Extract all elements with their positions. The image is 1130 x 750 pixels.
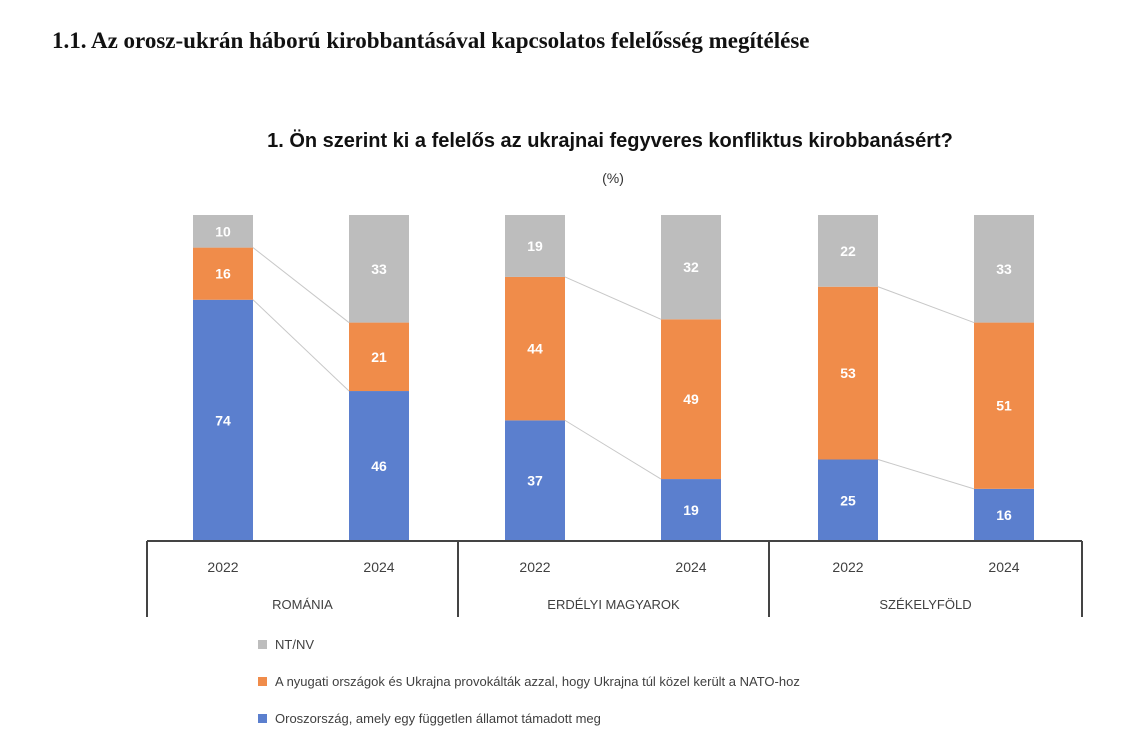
bar-segment [349,322,409,392]
bar-segment [505,276,565,421]
stacked-bar-chart: 74 16 10 46 21 33 37 44 19 19 49 32 25 53 22 16 51 33 2022… [146,215,1083,617]
chart-legend: NT/NV A nyugati országok és Ukrajna prov… [258,634,800,745]
section-heading: 1.1. Az orosz-ukrán háború kirobbantásáv… [52,28,810,53]
data-label: 33 [996,261,1012,277]
series-line [564,276,662,320]
series-line [252,299,350,392]
data-label: 16 [996,507,1012,523]
bar-segment [818,286,878,460]
series-line [877,459,975,490]
data-label: 22 [840,243,856,259]
legend-item: A nyugati országok és Ukrajna provokáltá… [258,671,800,691]
group-label: ERDÉLYI MAGYAROK [547,597,680,612]
x-tick-label: 2024 [675,559,706,575]
data-label: 25 [840,492,856,508]
data-label: 51 [996,398,1012,414]
data-label: 44 [527,341,543,357]
bar-segment [974,215,1034,323]
data-label: 33 [371,261,387,277]
bar-segment [974,322,1034,489]
legend-swatch [258,713,267,723]
group-label: SZÉKELYFÖLD [879,597,971,612]
bar-segment [505,215,565,277]
legend-item: Oroszország, amely egy független államot… [258,708,800,728]
data-label: 46 [371,458,387,474]
data-label: 74 [215,412,231,428]
chart-title: 1. Ön szerint ki a felelős az ukrajnai f… [267,130,953,152]
legend-label: NT/NV [275,636,314,652]
x-tick-label: 2024 [988,559,1019,575]
legend-label: Oroszország, amely egy független államot… [275,710,601,726]
bar-segment [193,215,253,248]
x-tick-label: 2022 [519,559,550,575]
data-label: 16 [215,266,231,282]
bar-segment [661,215,721,320]
data-label: 21 [371,349,387,365]
data-label: 32 [683,259,699,275]
bar-segment [505,420,565,541]
x-tick-label: 2024 [363,559,394,575]
data-label: 37 [527,473,543,489]
data-label: 19 [683,502,699,518]
x-tick-label: 2022 [832,559,863,575]
bar-segment [661,319,721,480]
legend-label: A nyugati országok és Ukrajna provokáltá… [275,673,800,689]
chart-subtitle: (%) [602,170,624,186]
bar-segment [974,488,1034,541]
bar-segment [818,215,878,287]
data-label: 49 [683,391,699,407]
data-label: 19 [527,238,543,254]
bar-segment [193,299,253,541]
legend-swatch [258,676,267,686]
bar-segment [349,215,409,323]
series-line [877,286,975,324]
series-line [252,247,350,323]
series-lines [252,247,975,490]
data-label: 53 [840,365,856,381]
legend-swatch [258,639,267,649]
bar-segment [818,459,878,541]
bar-segment [661,479,721,541]
legend-item: NT/NV [258,634,800,654]
group-label: ROMÁNIA [272,597,333,612]
x-tick-label: 2022 [207,559,238,575]
bar-segment [349,391,409,541]
series-line [564,419,662,480]
bar-segment [193,247,253,300]
data-label: 10 [215,223,231,239]
